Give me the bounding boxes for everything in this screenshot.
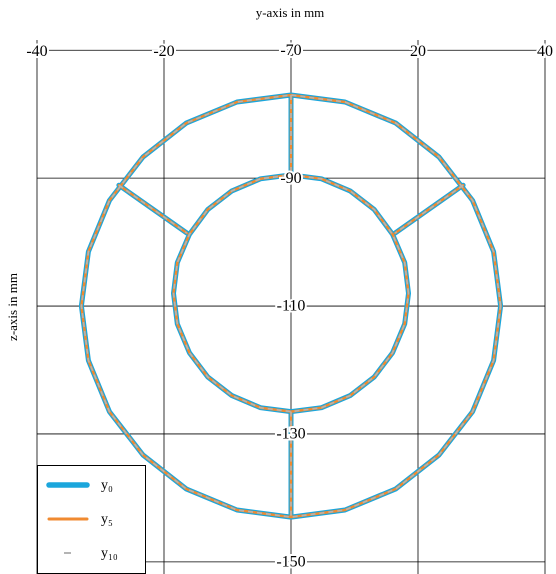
lines: [78, 92, 504, 520]
x-tick-label: 0: [287, 43, 295, 60]
y-tick-label: -70: [280, 42, 301, 59]
legend-label: y₀: [101, 478, 113, 493]
y-tick-label: -150: [276, 554, 305, 571]
legend: y₀ y₅ y₁₀: [37, 465, 146, 574]
x-tick-label: 20: [410, 43, 426, 60]
y-tick-label: -110: [277, 298, 306, 315]
legend-label: y₁₀: [101, 546, 118, 561]
x-tick-label: 40: [537, 43, 553, 60]
x-axis-title: y-axis in mm: [256, 5, 325, 20]
x-tick-label: -20: [153, 43, 174, 60]
x-tick-label: -40: [26, 43, 47, 60]
series-line: [80, 94, 502, 518]
y-tick-label: -130: [276, 426, 305, 443]
y-tick-label: -90: [280, 170, 301, 187]
legend-label: y₅: [101, 512, 113, 527]
y-axis-title: z-axis in mm: [5, 273, 20, 341]
